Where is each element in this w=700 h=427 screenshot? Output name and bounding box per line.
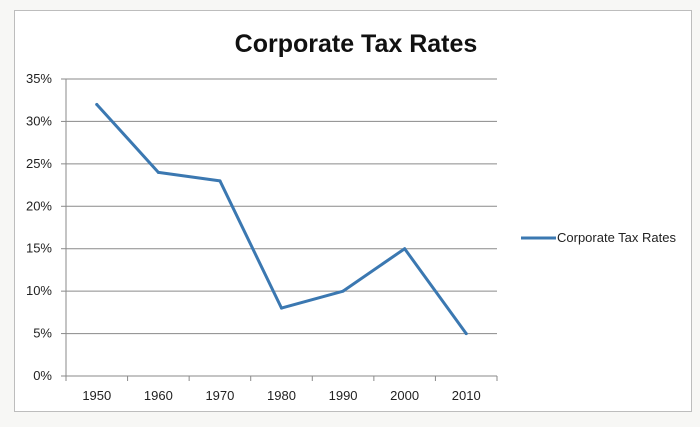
y-tick-label: 30% <box>26 113 52 128</box>
data-point <box>95 102 99 106</box>
x-tick-label: 1950 <box>82 388 111 403</box>
x-tick-label: 2000 <box>390 388 419 403</box>
chart-frame <box>14 10 692 412</box>
series-line <box>95 102 468 336</box>
y-tick-label: 10% <box>26 283 52 298</box>
data-point <box>403 247 407 251</box>
data-point <box>464 332 468 336</box>
series-group <box>95 102 468 336</box>
legend: Corporate Tax Rates <box>521 230 676 245</box>
y-tick-label: 25% <box>26 156 52 171</box>
x-axis: 1950 1960 1970 1980 1990 2000 2010 <box>65 376 498 403</box>
data-point <box>341 289 345 293</box>
y-tick-label: 20% <box>26 198 52 213</box>
x-tick-label: 1960 <box>144 388 173 403</box>
chart-title: Corporate Tax Rates <box>235 30 478 58</box>
data-point <box>218 179 222 183</box>
y-axis: 0% 5% 10% 15% 20% 25% 30% 35% <box>26 71 67 383</box>
x-tick-label: 2010 <box>452 388 481 403</box>
x-tick-label: 1990 <box>329 388 358 403</box>
y-tick-label: 15% <box>26 241 52 256</box>
x-tick-label: 1980 <box>267 388 296 403</box>
gridlines <box>66 78 497 377</box>
y-tick-label: 35% <box>26 71 52 86</box>
x-tick-label: 1970 <box>205 388 234 403</box>
data-point <box>280 306 283 310</box>
legend-label: Corporate Tax Rates <box>557 230 676 245</box>
data-point <box>156 170 160 174</box>
y-tick-label: 0% <box>33 368 52 383</box>
y-tick-label: 5% <box>33 326 52 341</box>
